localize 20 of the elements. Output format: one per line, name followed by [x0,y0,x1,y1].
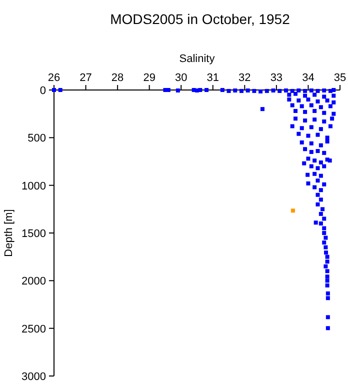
y-tick-label: 1500 [22,228,46,240]
x-tick-label: 27 [80,72,92,84]
x-tick-label: 28 [111,72,124,84]
y-tick-label: 3000 [22,371,46,383]
x-tick-label: 33 [270,72,283,84]
x-tick-label: 30 [174,72,188,84]
x-axis-title: Salinity [179,53,216,65]
y-tick-label: 1000 [22,180,46,192]
chart-title: MODS2005 in October, 1952 [110,11,290,27]
x-tick-label: 26 [48,72,60,84]
x-tick-label: 35 [334,72,346,84]
y-tick-label: 2500 [22,323,46,336]
y-tick-label: 500 [28,132,46,145]
y-axis-title: Depth [m] [3,209,15,257]
x-tick-label: 34 [302,72,314,84]
y-tick-label: 2000 [22,276,46,288]
x-tick-label: 32 [238,72,251,84]
y-tick-label: 0 [40,85,46,97]
x-tick-label: 29 [143,72,156,84]
x-tick-label: 31 [206,72,220,84]
